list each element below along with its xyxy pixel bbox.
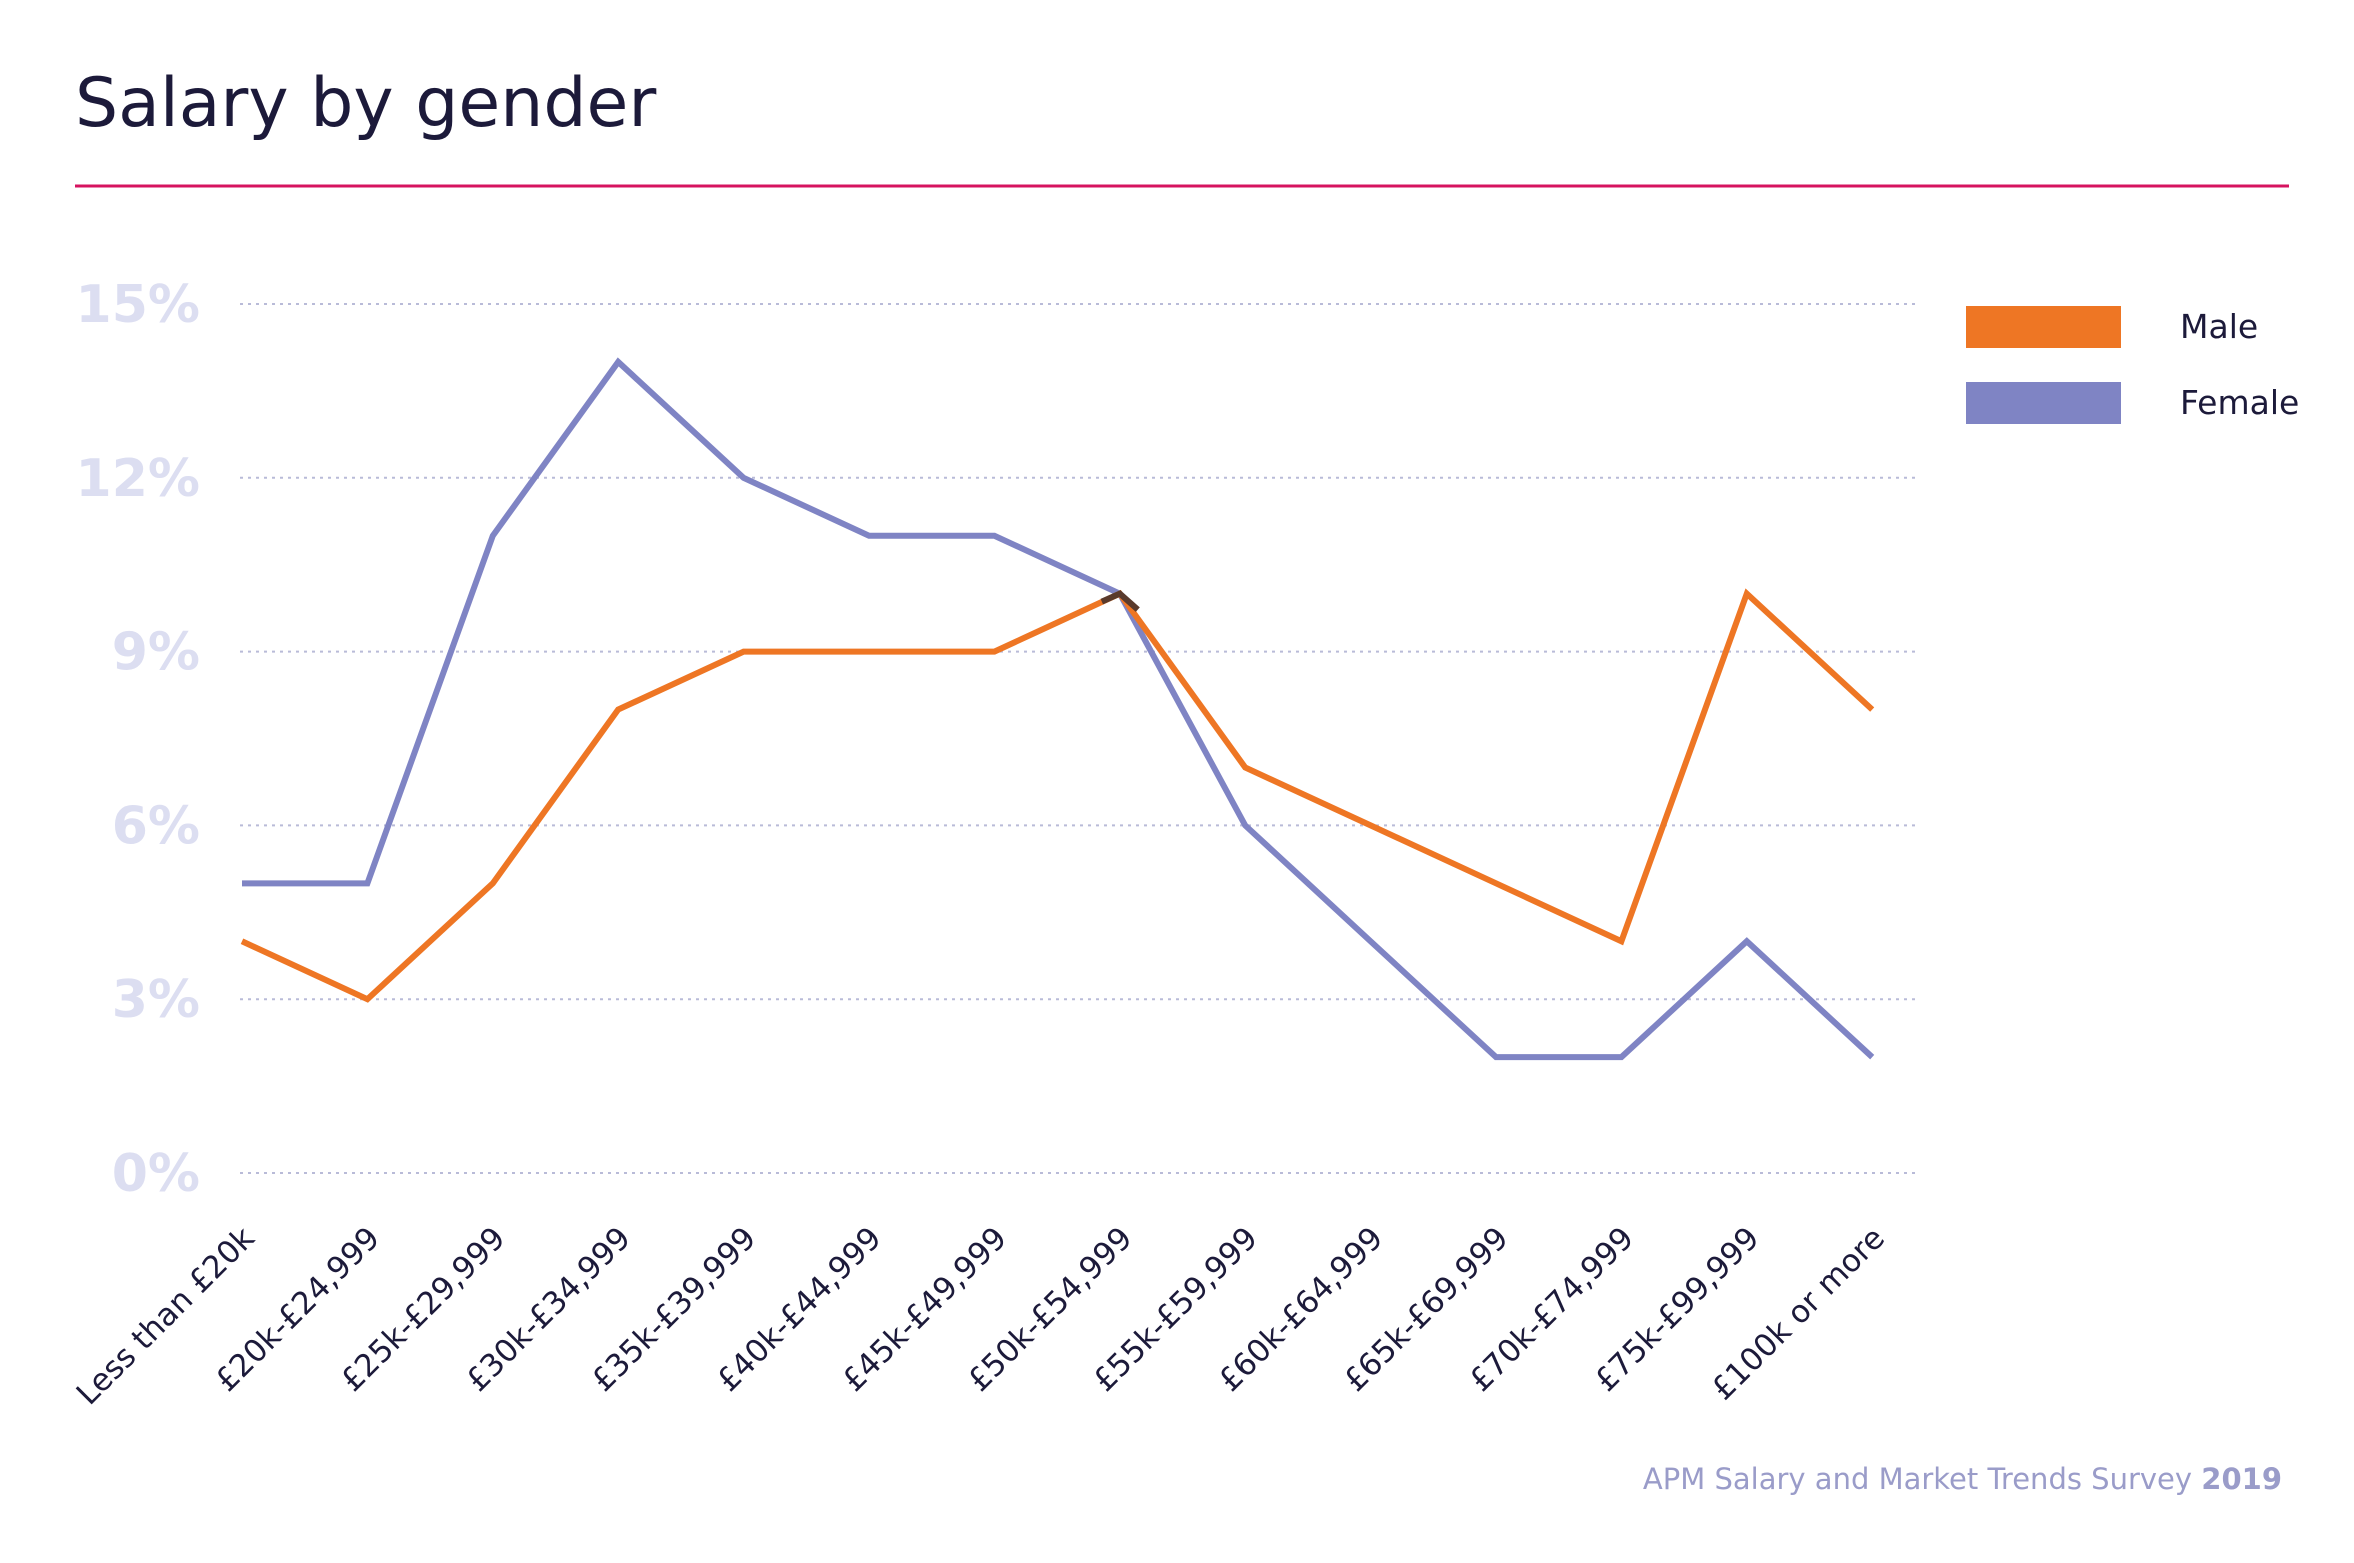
y-tick-label: 9%: [112, 623, 200, 683]
series-overlap-point: [1100, 590, 1140, 612]
y-tick-label: 3%: [112, 970, 200, 1030]
x-axis-ticks: Less than £20k£20k-£24,999£25k-£29,999£3…: [70, 1220, 1892, 1412]
source-footer: APM Salary and Market Trends Survey 2019: [1643, 1462, 2282, 1496]
legend-swatch-male: [1966, 306, 2121, 348]
series-line-female: [242, 357, 1875, 1061]
y-tick-label: 0%: [112, 1144, 200, 1204]
y-axis-ticks: 0% 3% 6% 9% 12% 15%: [76, 275, 200, 1204]
y-tick-label: 6%: [112, 796, 200, 856]
y-tick-label: 12%: [76, 449, 200, 509]
chart-title: Salary by gender: [75, 64, 657, 143]
legend: Male Female: [1966, 306, 2299, 424]
y-tick-label: 15%: [76, 275, 200, 335]
legend-label-female: Female: [2180, 383, 2299, 422]
source-text: APM Salary and Market Trends Survey: [1642, 1462, 2193, 1496]
series-lines: [240, 357, 1875, 1061]
series-line-male: [240, 588, 1875, 1003]
grid-lines: [240, 303, 1916, 1174]
source-year: 2019: [2201, 1462, 2282, 1496]
legend-label-male: Male: [2180, 307, 2258, 346]
legend-swatch-female: [1966, 382, 2121, 424]
